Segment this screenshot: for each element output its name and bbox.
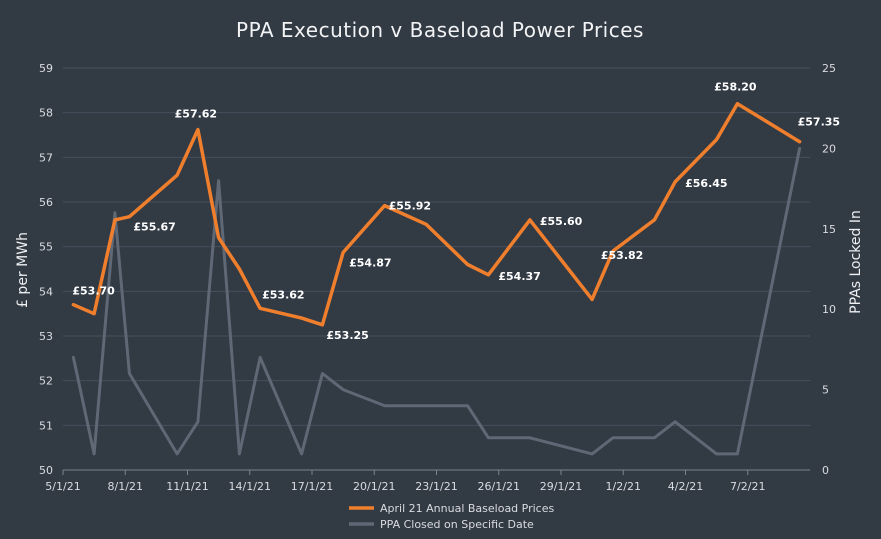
- y-tick-label: 52: [39, 375, 53, 388]
- y-tick-label: 55: [39, 241, 53, 254]
- y-tick-label: 56: [39, 196, 53, 209]
- data-label: £55.92: [389, 200, 431, 213]
- data-label: £55.60: [540, 215, 583, 228]
- y-tick-label: 53: [39, 330, 53, 343]
- ppa-closed-line: [71, 146, 802, 456]
- x-tick-label: 4/2/21: [668, 480, 703, 493]
- x-tick-label: 29/1/21: [540, 480, 582, 493]
- x-tick-label: 8/1/21: [108, 480, 143, 493]
- series-lines: [71, 101, 802, 456]
- y-tick-label: 57: [39, 151, 53, 164]
- data-label: £58.20: [714, 81, 757, 94]
- data-label: £55.67: [133, 221, 175, 234]
- y-axis-title: £ per MWh: [15, 232, 31, 308]
- data-label: £53.62: [262, 288, 304, 301]
- data-label: £54.87: [349, 256, 391, 269]
- chart-title: PPA Execution v Baseload Power Prices: [236, 18, 644, 42]
- x-tick-label: 26/1/21: [478, 480, 520, 493]
- y2-axis-title: PPAs Locked In: [848, 210, 864, 314]
- legend: April 21 Annual Baseload Prices PPA Close…: [349, 502, 554, 531]
- data-label: £53.70: [72, 285, 115, 298]
- y2-tick-label: 10: [822, 303, 836, 316]
- y-tick-label: 54: [39, 285, 53, 298]
- ticks: 50 51 52 53 54 55 56 57 58 59 0 5 10 15 20 25 5/1/21 8/1/…: [39, 62, 836, 493]
- data-labels: £53.70 £55.67 £57.62 £53.62 £53.25 £54.87 £55.…: [72, 81, 840, 342]
- x-tick-label: 17/1/21: [291, 480, 333, 493]
- data-label: £54.37: [498, 270, 540, 283]
- legend-label: PPA Closed on Specific Date: [380, 518, 534, 531]
- data-label: £57.62: [175, 108, 217, 121]
- y2-tick-label: 25: [822, 62, 836, 75]
- y-tick-label: 51: [39, 419, 53, 432]
- x-tick-label: 20/1/21: [353, 480, 395, 493]
- x-tick-label: 5/1/21: [45, 480, 80, 493]
- x-tick-label: 7/2/21: [730, 480, 765, 493]
- x-tick-label: 14/1/21: [229, 480, 271, 493]
- x-tick-label: 11/1/21: [166, 480, 208, 493]
- x-tick-label: 23/1/21: [415, 480, 457, 493]
- y2-tick-label: 0: [822, 464, 829, 477]
- data-label: £53.25: [326, 329, 368, 342]
- data-label: £57.35: [798, 116, 840, 129]
- data-label: £53.82: [601, 249, 643, 262]
- data-label: £56.45: [685, 177, 727, 190]
- grid: [63, 67, 810, 471]
- y2-tick-label: 5: [822, 384, 829, 397]
- y-tick-label: 58: [39, 107, 53, 120]
- x-tick-label: 1/2/21: [606, 480, 641, 493]
- y-tick-label: 59: [39, 62, 53, 75]
- y2-tick-label: 15: [822, 223, 836, 236]
- y-tick-label: 50: [39, 464, 53, 477]
- y2-tick-label: 20: [822, 142, 836, 155]
- legend-label: April 21 Annual Baseload Prices: [380, 502, 554, 515]
- baseload-price-line: [71, 101, 802, 327]
